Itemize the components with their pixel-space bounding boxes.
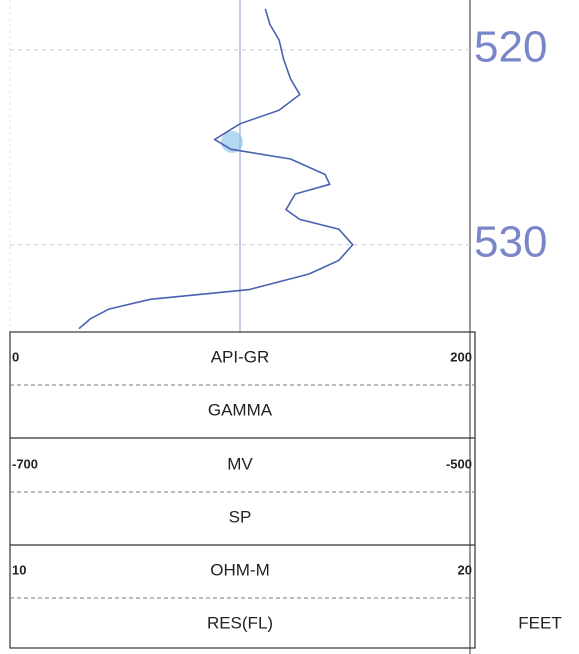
depth-unit: FEET [518, 613, 561, 632]
track-name: RES(FL) [207, 613, 273, 632]
scale-left: -700 [12, 456, 38, 471]
scale-right: 20 [458, 562, 472, 577]
track-unit: OHM-M [210, 560, 269, 579]
depth-label: 530 [474, 217, 547, 266]
plot: 520 530 [10, 8, 547, 330]
scale-left: 0 [12, 349, 19, 364]
track-unit: API-GR [211, 347, 270, 366]
scale-right: 200 [450, 349, 472, 364]
depth-label: 520 [474, 22, 547, 71]
track-name: SP [229, 507, 252, 526]
track-unit: MV [227, 454, 253, 473]
scale-right: -500 [446, 456, 472, 471]
log-curve [78, 8, 354, 330]
scale-left: 10 [12, 562, 26, 577]
header-frame [9, 331, 476, 649]
track-name: GAMMA [208, 400, 273, 419]
header: 0 API-GR 200 GAMMA -700 MV -500 SP 10 OH… [9, 331, 562, 649]
